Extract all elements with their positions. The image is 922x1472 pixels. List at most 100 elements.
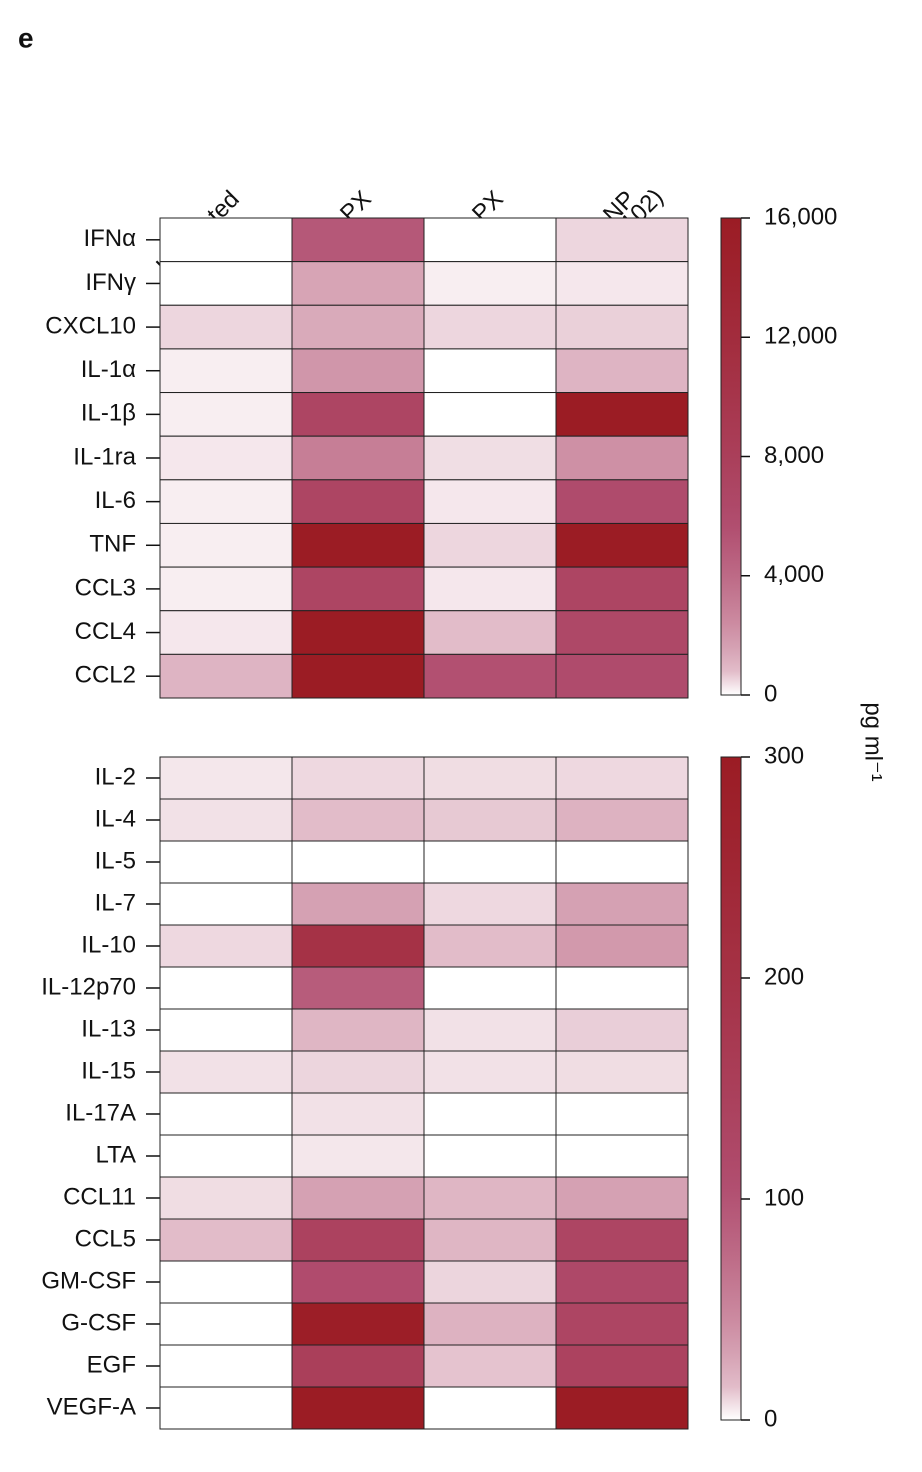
heatmap-cell [423,756,557,800]
heatmap-cell [555,882,689,926]
row-label: IFNα [83,225,136,252]
colorbar-tick-label: 8,000 [764,442,824,469]
heatmap-cell [291,479,425,524]
heatmap-cell [291,882,425,926]
heatmap-cell [291,1008,425,1052]
heatmap-cell [159,840,293,884]
heatmap-cell [291,1092,425,1136]
heatmap-cell [159,610,293,655]
heatmap-cell [159,1176,293,1220]
heatmap-cell [159,882,293,926]
heatmap-cell [291,217,425,263]
row-label: EGF [87,1351,136,1378]
heatmap-cell [423,217,557,263]
row-label: IL-6 [95,487,136,514]
colorbar-tick-label: 0 [764,1405,777,1432]
heatmap-cell [159,217,293,263]
heatmap-cell [159,435,293,481]
heatmap-cell [291,924,425,968]
colorbar-tick-label: 4,000 [764,561,824,588]
row-label: G-CSF [61,1309,136,1336]
heatmap-cell [555,1386,689,1430]
row-label: IL-1ra [73,443,136,470]
heatmap-cell [291,1386,425,1430]
heatmap-cell [555,1260,689,1304]
heatmap-cell [423,1176,557,1220]
heatmap-cell [291,1302,425,1346]
heatmap-cell [159,304,293,350]
heatmap-cell [159,1386,293,1430]
row-label: IL-17A [65,1099,136,1126]
heatmap-cell [159,798,293,842]
heatmap-cell [423,1386,557,1430]
heatmap-cell [423,1092,557,1136]
row-label: IL-7 [95,889,136,916]
heatmap-cell [291,1344,425,1388]
heatmap-cell [423,840,557,884]
row-label: CCL3 [75,574,136,601]
heatmap-cell [291,304,425,350]
row-label: CXCL10 [45,312,136,339]
colorbar-tick-label: 200 [764,963,804,990]
heatmap-cell [423,1050,557,1094]
heatmap-cell [555,435,689,481]
heatmap-cell [423,1302,557,1346]
heatmap-cell [423,1344,557,1388]
heatmap-cell [291,610,425,655]
heatmap-cell [555,522,689,568]
heatmap-cell [555,1134,689,1178]
heatmap-cell [423,966,557,1010]
heatmap-cell [555,261,689,306]
row-label: LTA [96,1141,136,1168]
heatmap-cell [159,1218,293,1262]
heatmap-cell [423,435,557,481]
heatmap-cell [291,1218,425,1262]
heatmap-cell [423,610,557,655]
heatmap-cell [555,966,689,1010]
heatmap-cell [291,756,425,800]
row-label: IFNγ [85,269,136,296]
heatmap-cell [555,840,689,884]
heatmap-cell [159,1260,293,1304]
heatmap-cell [423,653,557,699]
heatmap-cell [291,348,425,394]
panel-label: e [18,22,34,53]
row-label: IL-2 [95,763,136,790]
row-label: CCL2 [75,662,136,689]
heatmap-cell [291,1050,425,1094]
heatmap-cell [423,566,557,612]
heatmap-cell [159,522,293,568]
heatmap-cell [423,261,557,306]
heatmap-cell [159,566,293,612]
heatmap-cell [159,1134,293,1178]
heatmap-cell [291,435,425,481]
heatmap-cell [291,566,425,612]
heatmap-cell [159,1092,293,1136]
heatmap-cell [423,1218,557,1262]
heatmap-cell [555,1092,689,1136]
heatmap-cell [159,479,293,524]
colorbar [720,217,742,696]
heatmap-cell [555,217,689,263]
heatmap-cell [555,1344,689,1388]
heatmap-cell [423,1260,557,1304]
heatmap-cell [423,924,557,968]
heatmap-cell [555,1176,689,1220]
heatmap-cell [423,798,557,842]
heatmap-cell [291,522,425,568]
heatmap-cell [423,882,557,926]
heatmap-cell [555,1218,689,1262]
heatmap-cell [423,1008,557,1052]
heatmap-cell [291,840,425,884]
row-label: CCL4 [75,618,136,645]
colorbar-tick-label: 0 [764,680,777,707]
colorbar [720,756,742,1421]
heatmap-cell [555,798,689,842]
row-label: IL-10 [81,931,136,958]
row-label: IL-1α [81,356,136,383]
heatmap-cell [555,1050,689,1094]
heatmap-cell [291,966,425,1010]
heatmap-cell [159,261,293,306]
heatmap-cell [291,392,425,437]
